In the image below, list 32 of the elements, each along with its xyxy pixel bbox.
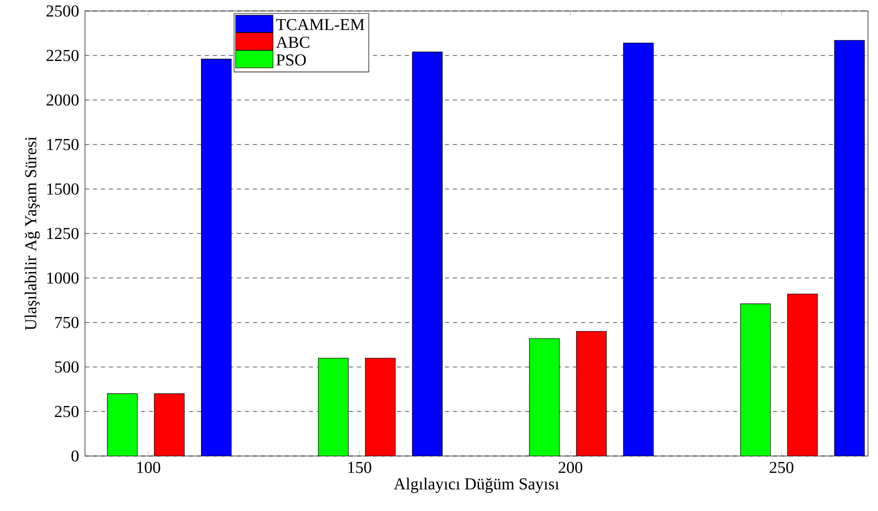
y-tick-label: 2250 xyxy=(46,50,79,62)
bar xyxy=(787,294,818,456)
x-tick-label: 100 xyxy=(137,462,160,474)
bar xyxy=(740,304,771,456)
bar xyxy=(107,393,138,456)
legend-label: TCAML-EM xyxy=(276,18,364,30)
y-tick-label: 2000 xyxy=(46,94,79,106)
bar xyxy=(576,331,607,456)
y-axis-title: Ulaşılabilir Ağ Yaşam Süresi xyxy=(24,136,40,330)
y-tick-label: 250 xyxy=(54,406,79,418)
y-tick-label: 500 xyxy=(55,361,79,373)
x-tick-label: 200 xyxy=(558,462,582,474)
x-axis-title: Algılayıcı Düğüm Sayısı xyxy=(394,478,560,493)
bar xyxy=(365,358,396,456)
bar xyxy=(834,40,865,456)
x-tick-label: 150 xyxy=(348,462,372,474)
legend-label: PSO xyxy=(276,54,306,66)
y-tick-label: 750 xyxy=(55,316,79,328)
y-tick-label: 0 xyxy=(71,450,79,462)
bar xyxy=(201,58,232,456)
legend-label: ABC xyxy=(276,36,310,48)
y-tick-label: 2500 xyxy=(46,5,79,17)
x-tick-label: 250 xyxy=(770,462,794,474)
y-tick-label: 1750 xyxy=(47,138,79,150)
bar xyxy=(412,52,443,456)
y-tick-label: 1500 xyxy=(47,183,79,195)
bar xyxy=(529,338,560,456)
bar xyxy=(318,358,349,456)
y-tick-label: 1000 xyxy=(47,272,79,284)
bar xyxy=(623,42,654,456)
y-tick-label: 1250 xyxy=(47,228,79,240)
bar xyxy=(154,393,185,456)
